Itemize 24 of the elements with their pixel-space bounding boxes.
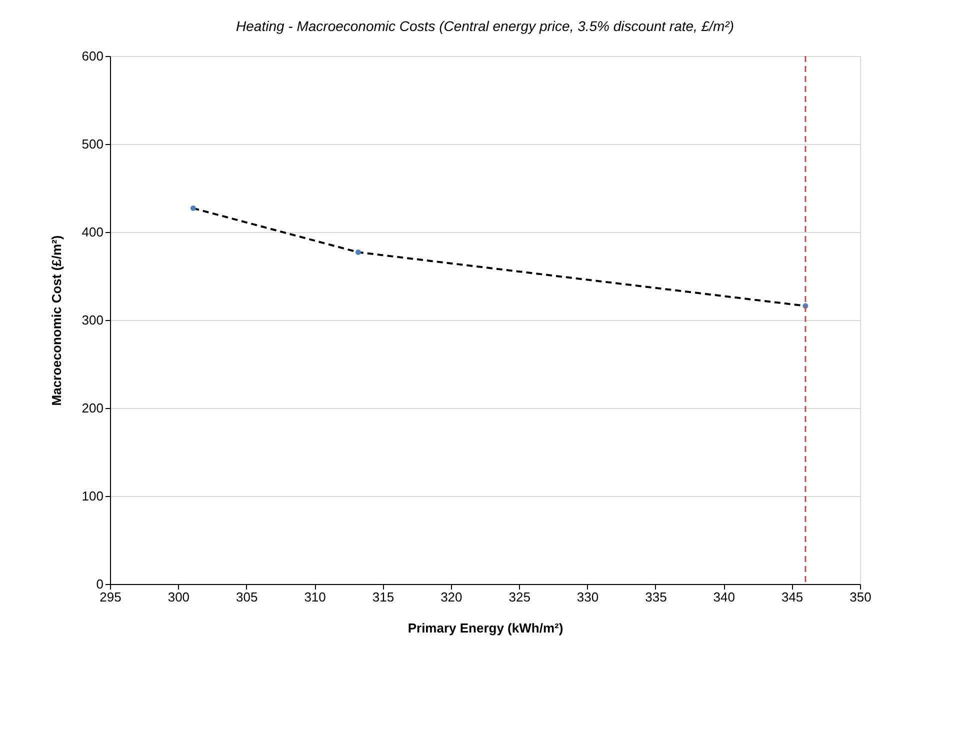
y-tick-label: 200 xyxy=(82,400,104,416)
chart-title: Heating - Macroeconomic Costs (Central energy price, 3.5% discount rate, £/m²) xyxy=(236,18,734,34)
x-tick-label: 325 xyxy=(508,590,530,604)
y-tick-label: 400 xyxy=(82,224,104,240)
x-tick-label: 335 xyxy=(645,590,667,604)
x-tick-label: 350 xyxy=(850,590,872,604)
x-tick-label: 330 xyxy=(576,590,599,604)
y-axis-title: Macroeconomic Cost (£/m²) xyxy=(48,235,64,406)
y-tick-label: 100 xyxy=(82,488,104,504)
x-tick-label: 305 xyxy=(236,590,258,604)
y-tick-label: 0 xyxy=(96,576,104,592)
x-tick-label: 300 xyxy=(168,590,190,604)
x-tick-label: 315 xyxy=(372,590,394,604)
x-tick-label: 310 xyxy=(304,590,326,604)
x-tick-label: 345 xyxy=(781,590,804,604)
y-tick-label: 600 xyxy=(82,48,104,64)
point xyxy=(355,250,361,255)
x-tick-label: 320 xyxy=(440,590,462,604)
y-tick-label: 300 xyxy=(82,312,104,328)
x-tick-label: 340 xyxy=(713,590,735,604)
x-axis-title: Primary Energy (kWh/m²) xyxy=(408,620,564,636)
x-tick-label: 295 xyxy=(100,590,122,604)
point xyxy=(190,206,196,211)
y-tick-label: 500 xyxy=(82,136,104,152)
